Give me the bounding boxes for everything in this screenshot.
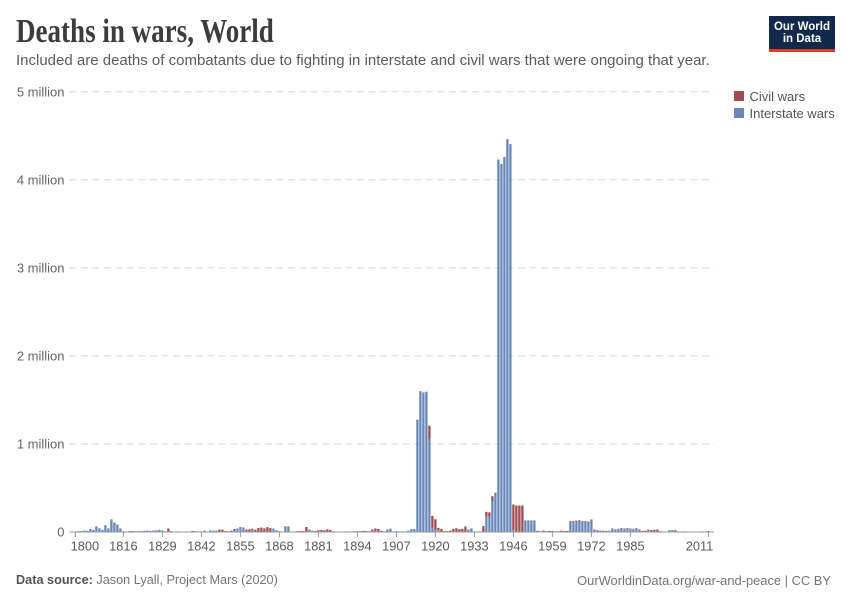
- svg-text:4 million: 4 million: [17, 172, 65, 187]
- svg-text:1829: 1829: [148, 539, 176, 554]
- svg-text:1972: 1972: [577, 539, 605, 554]
- svg-text:0: 0: [57, 525, 64, 540]
- svg-text:1855: 1855: [226, 539, 254, 554]
- svg-text:2 million: 2 million: [17, 348, 65, 363]
- svg-text:1959: 1959: [538, 539, 566, 554]
- svg-text:5 million: 5 million: [17, 84, 65, 99]
- svg-text:2011: 2011: [686, 539, 714, 554]
- svg-text:1881: 1881: [304, 539, 332, 554]
- svg-text:1933: 1933: [460, 539, 488, 554]
- svg-text:1800: 1800: [71, 539, 99, 554]
- svg-text:1868: 1868: [265, 539, 293, 554]
- svg-text:1894: 1894: [343, 539, 371, 554]
- svg-text:1907: 1907: [382, 539, 410, 554]
- svg-text:1985: 1985: [616, 539, 644, 554]
- svg-text:1842: 1842: [187, 539, 215, 554]
- svg-text:3 million: 3 million: [17, 260, 65, 275]
- svg-text:1816: 1816: [109, 539, 137, 554]
- svg-text:1 million: 1 million: [17, 437, 65, 452]
- svg-text:1946: 1946: [499, 539, 527, 554]
- svg-text:1920: 1920: [421, 539, 449, 554]
